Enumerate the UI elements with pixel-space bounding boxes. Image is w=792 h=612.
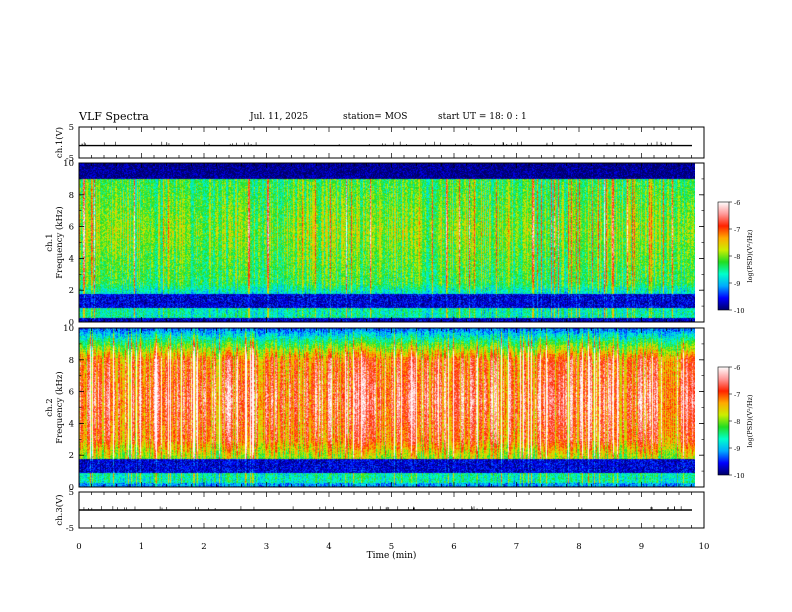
y-axis-label: ch.3(V) [54, 494, 65, 525]
colorbar-label: log(PSD)(V²/Hz) [746, 229, 754, 282]
y-axis-label-frequency: Frequency (kHz) [54, 371, 65, 443]
y-tick-label: 2 [69, 286, 74, 296]
x-axis-label: Time (min) [367, 550, 417, 561]
y-tick-label: -5 [66, 524, 74, 534]
x-tick-label: 3 [264, 542, 269, 552]
x-tick-label: 1 [139, 542, 144, 552]
colorbar-tick-label: -6 [734, 364, 740, 372]
x-tick-label: 6 [451, 542, 456, 552]
y-axis-label-channel: ch.2 [45, 398, 55, 416]
colorbar-tick-label: -7 [734, 391, 740, 399]
x-tick-label: 0 [76, 542, 81, 552]
y-tick-label: 2 [69, 451, 74, 461]
colorbar-2: -6 -7 -8 -9 -10 log(PSD)(V²/Hz) [717, 364, 754, 480]
y-tick-label: 5 [69, 123, 74, 133]
y-tick-label: 4 [69, 419, 74, 429]
station-label: station= MOS [343, 112, 408, 122]
y-tick-label: 10 [63, 159, 74, 169]
colorbar-tick-label: -9 [734, 445, 740, 453]
y-tick-label: 6 [69, 223, 74, 233]
x-tick-label: 10 [699, 542, 710, 552]
x-tick-label: 2 [201, 542, 206, 552]
x-tick-label: 7 [514, 542, 519, 552]
chart-title: VLF Spectra [79, 110, 149, 123]
colorbar-tick-label: -8 [734, 253, 740, 261]
start-time-label: start UT = 18: 0 : 1 [438, 112, 527, 122]
ch1-spectrogram-image [79, 163, 695, 322]
x-tick-label: 9 [639, 542, 644, 552]
colorbar-tick-label: -7 [734, 226, 740, 234]
y-tick-label: 10 [63, 324, 74, 334]
y-axis-label-frequency: Frequency (kHz) [54, 206, 65, 278]
colorbar-gradient [717, 201, 730, 311]
colorbar-tick-label: -9 [734, 280, 740, 288]
colorbar-tick-label: -8 [734, 418, 740, 426]
x-tick-label: 5 [389, 542, 394, 552]
y-tick-label: 0 [69, 483, 74, 493]
colorbar-1: -6 -7 -8 -9 -10 log(PSD)(V²/Hz) [717, 199, 754, 315]
colorbar-gradient [717, 366, 730, 476]
y-tick-label: 5 [69, 488, 74, 498]
date-label: Jul. 11, 2025 [250, 112, 309, 122]
colorbar-tick-label: -10 [734, 472, 744, 480]
ch2-spectrogram-image [79, 328, 695, 487]
colorbar-label: log(PSD)(V²/Hz) [746, 394, 754, 447]
x-tick-label: 4 [326, 542, 331, 552]
y-axis-label-channel: ch.1 [45, 233, 55, 251]
y-tick-label: 0 [69, 318, 74, 328]
x-tick-label: 8 [576, 542, 581, 552]
y-tick-label: 8 [69, 356, 74, 366]
colorbar-tick-label: -6 [734, 199, 740, 207]
colorbar-tick-label: -10 [734, 307, 744, 315]
y-tick-label: 6 [69, 388, 74, 398]
y-tick-label: -5 [66, 154, 74, 164]
y-axis-label: ch.1(V) [54, 127, 65, 158]
y-tick-label: 4 [69, 254, 74, 264]
y-tick-label: 8 [69, 191, 74, 201]
